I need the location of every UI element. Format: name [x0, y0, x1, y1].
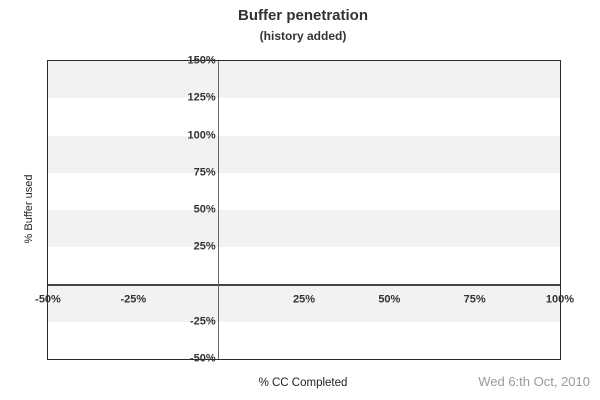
grid-band [48, 284, 560, 322]
zero-line-horizontal [48, 283, 560, 286]
y-tick-label: 150% [187, 54, 216, 67]
chart-subtitle: (history added) [259, 29, 347, 43]
grid-band [48, 172, 560, 210]
footer-date: Wed 6:th Oct, 2010 [478, 374, 590, 389]
grid-band [48, 247, 560, 285]
grid-band [48, 210, 560, 248]
y-tick-label: -50% [189, 352, 216, 365]
y-axis-title: % Buffer used [23, 174, 35, 244]
x-axis-title: % CC Completed [258, 377, 348, 389]
x-tick-label: -25% [120, 293, 147, 305]
zero-line-vertical [218, 61, 220, 359]
y-tick-label: 25% [193, 240, 216, 253]
y-tick-label: 50% [193, 203, 216, 216]
x-tick-label: 75% [463, 293, 486, 305]
grid-band [48, 98, 560, 136]
plot-area: 150% 125% 100% 75% 50% 25% -25% -50% -50% -25% 25%… [35, 55, 574, 364]
y-tick-label: 100% [187, 129, 216, 141]
x-tick-label: 50% [378, 293, 401, 305]
x-tick-label: 25% [292, 293, 316, 305]
grid-band [48, 321, 560, 359]
grid-band [48, 61, 560, 99]
x-tick-label: -50% [35, 293, 61, 305]
y-tick-label: 75% [193, 166, 216, 179]
chart-title: Buffer penetration [237, 7, 368, 24]
y-tick-label: 125% [187, 91, 216, 104]
grid-band [48, 135, 560, 173]
x-tick-label: 100% [545, 293, 575, 305]
y-tick-label: -25% [189, 315, 216, 328]
